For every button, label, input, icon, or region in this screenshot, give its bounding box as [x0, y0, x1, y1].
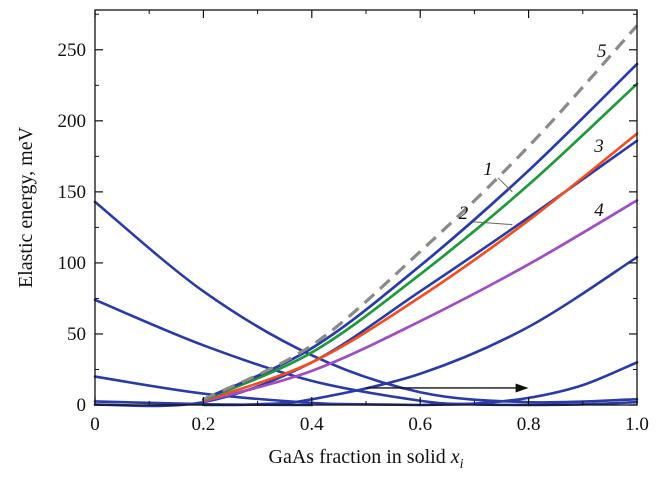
x-tick-label: 1.0: [625, 414, 649, 435]
x-axis-label-text: GaAs fraction in solid: [269, 446, 446, 468]
curve-1: [202, 62, 639, 401]
direction-arrow-head: [515, 383, 529, 393]
x-tick-label: 0: [90, 414, 100, 435]
x-axis-label-sub: i: [460, 457, 464, 472]
y-axis-label: Elastic energy, meV: [15, 126, 37, 288]
x-tick-label: 0.6: [408, 414, 432, 435]
x-axis-label: GaAs fraction in solid xi: [269, 446, 464, 472]
tick-labels-layer: 0 0.2 0.4 0.6 0.8 1.0 0 50 100 150 200 250: [58, 40, 649, 435]
y-tick-label: 150: [58, 182, 87, 203]
x-tick-label: 0.8: [517, 414, 541, 435]
annotations-layer: 1 2 3 4 5: [366, 41, 607, 393]
curve-label-1: 1: [483, 159, 493, 180]
curve-label-5: 5: [597, 41, 607, 62]
x-axis-label-var: x: [450, 446, 460, 468]
curve-label-2: 2: [459, 203, 469, 224]
plot-frame: [94, 9, 638, 406]
curve-label-4: 4: [594, 200, 604, 221]
x-tick-label: 0.2: [192, 414, 216, 435]
curve-5: [202, 24, 639, 401]
curve-2: [202, 82, 639, 402]
y-tick-label: 0: [77, 395, 87, 416]
leader-line-1: [497, 177, 513, 193]
curve-4: [202, 199, 639, 403]
family-curve-1: [93, 200, 639, 404]
leader-line-2: [473, 221, 513, 226]
x-tick-label: 0.4: [300, 414, 324, 435]
ticks-layer: [94, 10, 638, 406]
y-tick-label: 250: [58, 40, 87, 61]
y-tick-label: 50: [67, 324, 86, 345]
y-tick-label: 200: [58, 111, 87, 132]
curve-label-3: 3: [593, 136, 604, 157]
family-curve-3: [93, 375, 422, 407]
curves-layer: [93, 24, 639, 408]
family-curve-5: [93, 139, 639, 408]
curve-3: [202, 132, 639, 403]
y-tick-label: 100: [58, 253, 87, 274]
